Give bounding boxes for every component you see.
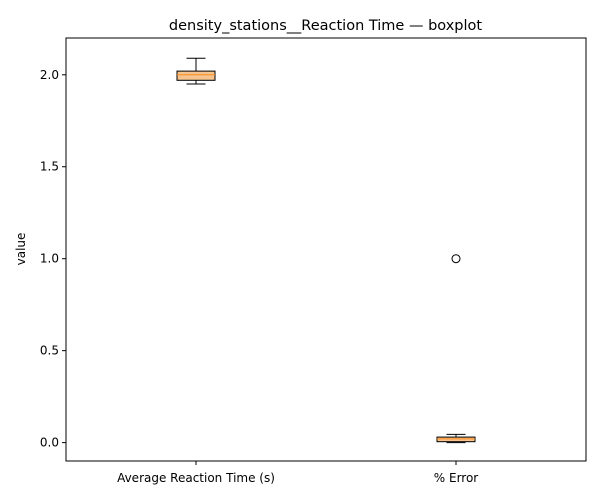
y-tick-label: 1.0: [40, 252, 59, 266]
plot-area: 0.0 0.5 1.0 1.5 2.0 Average Reaction Time (s)…: [40, 57, 479, 485]
y-tick-label: 1.5: [40, 160, 59, 174]
plot-frame: [65, 37, 587, 462]
y-tick-label: 0.5: [40, 344, 59, 358]
chart-title: density_stations__Reaction Time — boxplo…: [169, 18, 482, 34]
y-tick-label: 0.0: [40, 436, 59, 450]
y-axis-label: value: [14, 233, 28, 266]
x-tick-label: Average Reaction Time (s): [117, 471, 275, 485]
y-tick-label: 2.0: [40, 68, 59, 82]
outlier-point: [451, 254, 461, 264]
x-tick-label: % Error: [434, 471, 479, 485]
box-iqr: [176, 70, 216, 81]
